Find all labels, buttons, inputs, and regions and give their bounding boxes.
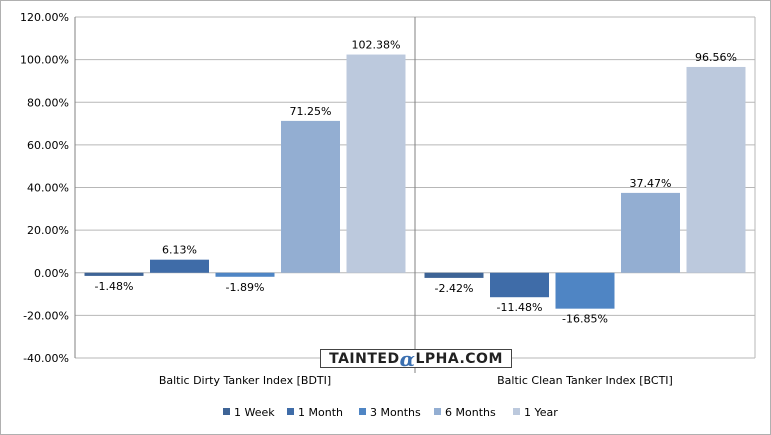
y-tick-label: -40.00% — [23, 352, 69, 365]
data-label: 71.25% — [290, 105, 332, 118]
legend-swatch — [287, 408, 294, 415]
legend-swatch — [359, 408, 366, 415]
legend-label: 1 Week — [234, 406, 275, 419]
y-tick-label: 20.00% — [27, 224, 69, 237]
data-label: 6.13% — [162, 244, 197, 257]
legend-swatch — [434, 408, 441, 415]
legend-swatch — [513, 408, 520, 415]
bar — [424, 272, 484, 278]
bar — [621, 192, 680, 273]
data-label: 37.47% — [630, 177, 672, 190]
legend-swatch — [223, 408, 230, 415]
data-label: -11.48% — [497, 301, 543, 314]
bar — [84, 272, 144, 276]
y-tick-label: 80.00% — [27, 96, 69, 109]
legend-label: 1 Year — [524, 406, 558, 419]
watermark-logo: TAINTED α LPHA.COM — [320, 349, 512, 369]
data-label: 96.56% — [695, 51, 737, 64]
y-tick-label: 120.00% — [20, 11, 69, 24]
bar — [490, 272, 549, 298]
y-tick-label: -20.00% — [23, 309, 69, 322]
data-label: -1.48% — [95, 280, 134, 293]
category-label: Baltic Clean Tanker Index [BCTI] — [497, 374, 673, 387]
legend-label: 6 Months — [445, 406, 496, 419]
bar — [686, 66, 746, 273]
bar — [215, 272, 275, 277]
y-tick-label: 60.00% — [27, 139, 69, 152]
bar — [555, 272, 615, 309]
bar — [150, 259, 209, 273]
y-tick-label: 0.00% — [34, 267, 69, 280]
data-label: -16.85% — [562, 313, 608, 326]
y-tick-label: 40.00% — [27, 182, 69, 195]
data-label: 102.38% — [352, 39, 401, 52]
legend-label: 3 Months — [370, 406, 421, 419]
data-label: -2.42% — [435, 282, 474, 295]
y-tick-label: 100.00% — [20, 54, 69, 67]
data-label: -1.89% — [226, 281, 265, 294]
category-label: Baltic Dirty Tanker Index [BDTI] — [159, 374, 331, 387]
legend-label: 1 Month — [298, 406, 343, 419]
bar — [346, 54, 406, 273]
bar — [281, 120, 340, 273]
